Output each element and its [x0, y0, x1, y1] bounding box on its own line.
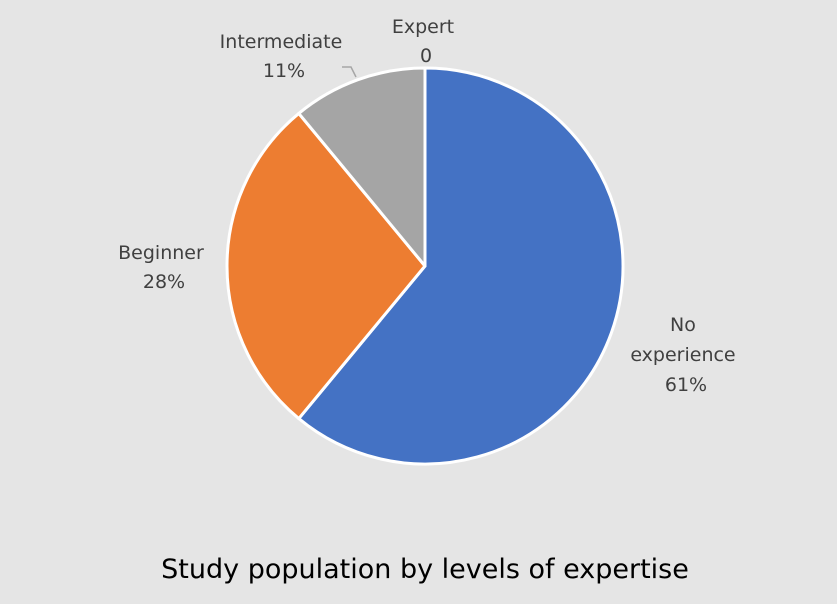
slice-no-experience — [297, 66, 625, 466]
pie-slices — [225, 66, 625, 466]
slice-beginner — [225, 111, 427, 421]
label-intermediate-value: 11% — [263, 60, 305, 82]
chart-title: Study population by levels of expertise — [161, 554, 689, 585]
leader-line-intermediate — [342, 66, 357, 78]
label-beginner: Beginner 28% — [118, 242, 210, 293]
label-expert: Expert 0 — [392, 16, 460, 67]
label-beginner-name: Beginner — [118, 242, 204, 264]
label-intermediate: Intermediate 11% — [220, 31, 349, 82]
label-expert-value: 0 — [420, 45, 432, 67]
label-no-experience: No experience 61% — [630, 314, 741, 396]
leader-lines — [342, 66, 357, 78]
label-intermediate-name: Intermediate — [220, 31, 343, 53]
label-expert-name: Expert — [392, 16, 454, 38]
slice-intermediate — [297, 66, 427, 268]
label-no-experience-line1: No — [670, 314, 696, 336]
label-beginner-value: 28% — [143, 271, 185, 293]
label-no-experience-value: 61% — [665, 374, 707, 396]
label-no-experience-line2: experience — [630, 344, 735, 366]
